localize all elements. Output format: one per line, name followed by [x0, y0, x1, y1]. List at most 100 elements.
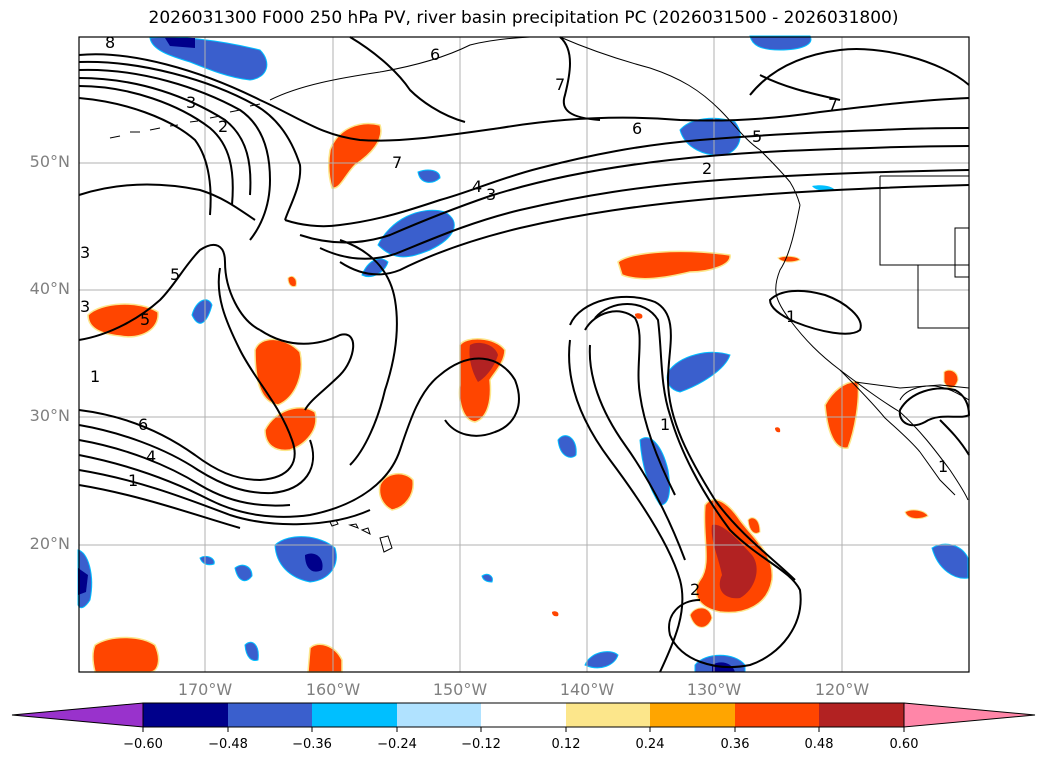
contour-label: 1 — [938, 457, 948, 476]
colorbar-frame — [142, 702, 905, 728]
pv-contour — [588, 344, 686, 561]
colorbar-bin — [735, 703, 819, 727]
mexico-coast — [899, 385, 970, 496]
precip-neg-region — [234, 564, 253, 582]
pv-contour — [78, 469, 371, 526]
contour-label: 8 — [105, 33, 115, 52]
contour-label: 6 — [632, 119, 642, 138]
colorbar-bin — [397, 703, 481, 727]
contour-label: 7 — [392, 153, 402, 172]
pv-contour — [759, 74, 841, 101]
lon-label: 170°W — [177, 680, 233, 699]
lon-label: 160°W — [305, 680, 361, 699]
contour-label: 5 — [752, 127, 762, 146]
alaska-coast — [269, 36, 531, 101]
colorbar-bin — [819, 703, 904, 727]
pv-contour — [569, 295, 796, 581]
colorbar-extend-min — [11, 702, 144, 728]
pv-contour — [78, 484, 241, 529]
colorbar-tick-label: 0.60 — [889, 737, 919, 752]
contour-label: 3 — [186, 93, 196, 112]
precip-neg-core — [165, 38, 195, 48]
pv-contour — [568, 339, 684, 673]
precip-neg-region — [931, 543, 969, 579]
contour-label: 4 — [146, 447, 156, 466]
pv-contours — [78, 36, 971, 673]
contour-label: 1 — [660, 415, 670, 434]
lon-label: 120°W — [814, 680, 870, 699]
precip-pos-region — [87, 303, 159, 338]
pv-contour — [594, 303, 802, 668]
precip-pos-region — [378, 473, 414, 511]
colorbar-tick-label: −0.60 — [123, 737, 163, 752]
lon-label: 140°W — [559, 680, 615, 699]
colorbar-bin — [650, 703, 735, 727]
precip-pos-region — [552, 611, 559, 617]
precip-neg-region — [199, 555, 215, 566]
pv-contour — [559, 36, 601, 121]
precip-neg-region — [377, 209, 455, 258]
precip-neg-region — [149, 36, 268, 81]
lat-label: 30°N — [29, 406, 70, 425]
colorbar-tick-label: −0.36 — [292, 737, 332, 752]
precip-neg-region — [244, 641, 259, 661]
bc-coast — [759, 149, 801, 206]
pv-contour — [78, 53, 970, 142]
precip-pos-region — [327, 122, 382, 189]
baja-coast — [839, 369, 921, 453]
precip-pos-region — [254, 338, 302, 406]
contour-label: 3 — [486, 185, 496, 204]
precip-pos-region — [943, 369, 959, 389]
precip-pos-region — [904, 509, 929, 520]
mexico-border — [854, 381, 970, 389]
precip-pos-core — [469, 342, 498, 382]
pv-contour — [349, 36, 466, 123]
graticule — [79, 37, 969, 672]
pv-contour — [339, 184, 970, 276]
precip-neg-region — [812, 185, 835, 191]
contour-label: 2 — [690, 580, 700, 599]
pv-contour — [78, 439, 291, 507]
precip-neg-region — [361, 258, 389, 277]
contour-label: 2 — [702, 159, 712, 178]
hawaii — [329, 519, 393, 553]
colorbar-tick-label: 0.36 — [720, 737, 750, 752]
colorbar-extend-max — [903, 702, 1036, 728]
contour-label: 7 — [828, 95, 838, 114]
precip-neg-region — [191, 299, 213, 324]
pv-contour — [339, 239, 398, 466]
precip-neg-region — [557, 435, 577, 458]
pv-contour — [939, 419, 970, 456]
colorbar-bin — [566, 703, 650, 727]
pv-contour — [284, 127, 970, 228]
pv-contour — [319, 169, 970, 260]
precip-neg-region — [417, 169, 441, 183]
precip-pos-region — [689, 607, 713, 628]
contour-label: 6 — [430, 45, 440, 64]
precip-pos-region — [777, 255, 801, 263]
coastlines — [109, 36, 970, 553]
precip-neg-core — [78, 568, 88, 595]
precip-pos-region — [617, 250, 731, 280]
colorbar-tick-label: 0.48 — [804, 737, 834, 752]
pv-contour — [78, 60, 302, 221]
pv-contour — [749, 48, 970, 96]
contour-label: 1 — [786, 307, 796, 326]
pv-contour — [78, 68, 272, 241]
colorbar-bin — [312, 703, 397, 727]
pv-contour — [299, 145, 970, 244]
lat-label: 20°N — [29, 534, 70, 553]
precip-neg-core — [305, 553, 323, 572]
pv-contour — [584, 310, 676, 496]
precip-neg-region — [481, 573, 493, 583]
colorbar-tick-label: −0.12 — [461, 737, 501, 752]
contour-label: 1 — [128, 471, 138, 490]
contour-label: 2 — [218, 117, 228, 136]
precip-neg-region — [584, 651, 619, 669]
precip-pos-region — [287, 275, 297, 288]
contour-labels: 8 3 2 6 7 6 5 2 7 4 3 7 3 5 5 3 1 6 4 1 … — [80, 33, 948, 599]
colorbar-tick-label: 0.12 — [551, 737, 581, 752]
colorbar-tick-label: −0.24 — [377, 737, 417, 752]
map-title: 2026031300 F000 250 hPa PV, river basin … — [148, 8, 899, 28]
colorbar-ticks — [142, 727, 905, 732]
